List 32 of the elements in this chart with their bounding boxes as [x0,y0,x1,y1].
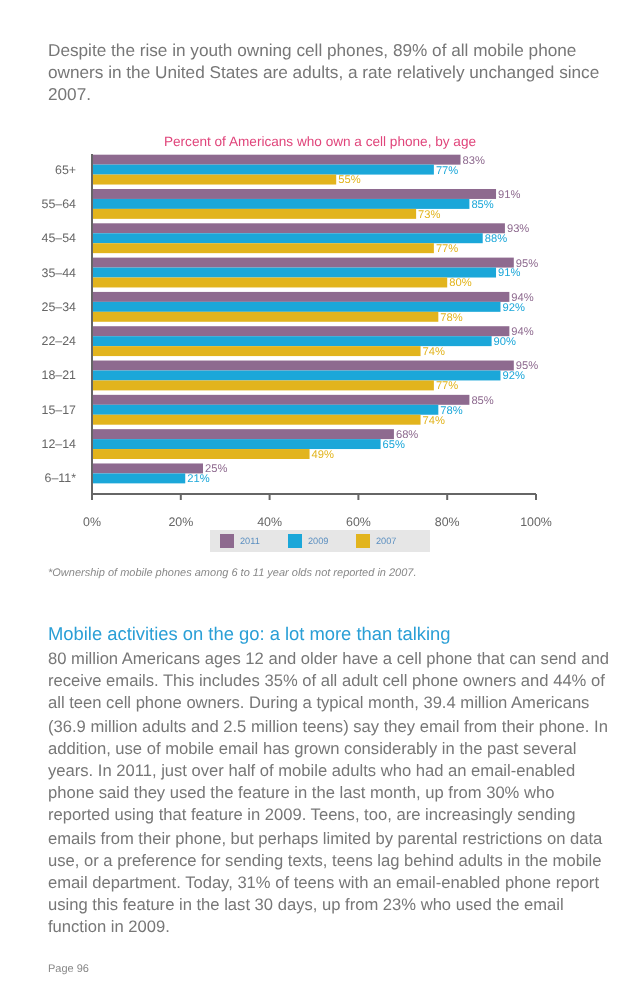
bar [92,301,501,312]
bar [92,463,203,474]
bar [92,360,514,371]
bar [92,243,434,254]
bar [92,449,310,460]
bar [92,346,421,357]
bar [92,394,470,405]
bar [92,326,510,337]
bar [92,277,448,288]
bar [92,233,483,244]
bar [92,198,470,209]
bar [92,189,497,199]
bar [92,291,510,302]
bar [92,439,381,450]
bar [92,174,337,185]
bar [92,154,461,165]
bar [92,370,501,381]
bar [92,267,497,278]
bar [92,336,492,347]
bar [92,208,417,219]
bar [92,380,434,391]
bar [92,414,421,425]
bar [92,257,514,268]
bar [92,404,439,415]
text: Mobile activities on the go: a lot more than talking [48,624,453,648]
bar [92,164,434,175]
bar [92,429,394,440]
text: Despite the rise in youth owning cell phones, 89% of all mobile phone owners in the United States are adults, a rate relatively unchanged since 2007. [48,40,602,107]
bar [92,311,439,322]
text: 80 million Americans ages 12 and older have a cell phone that can send and receive emails. This includes 35% of all adult cell phone owners and 44% of all teen cell phone owners. During a typical month, 39.4 million Americans (36.9 million adults and 2.5 million teens) say they email from their phone. In addition, use of mobile email has grown considerably in the past several years. In 2011, just over half of mobile adults who had an email-enabled phone said they used the feature in the last month, up from 30% who reported using that feature in 2009. Teens, too, are increasingly sending emails from their phone, but perhaps limited by parental restrictions on data use, or a preference for sending texts, teens lag behind adults in the mobile email department. Today, 31% of teens with an email-enabled phone report using this feature in the last 30 days, up from 23% who used the email function in 2009. [48,648,609,937]
bar [92,473,186,484]
bar [92,223,505,234]
